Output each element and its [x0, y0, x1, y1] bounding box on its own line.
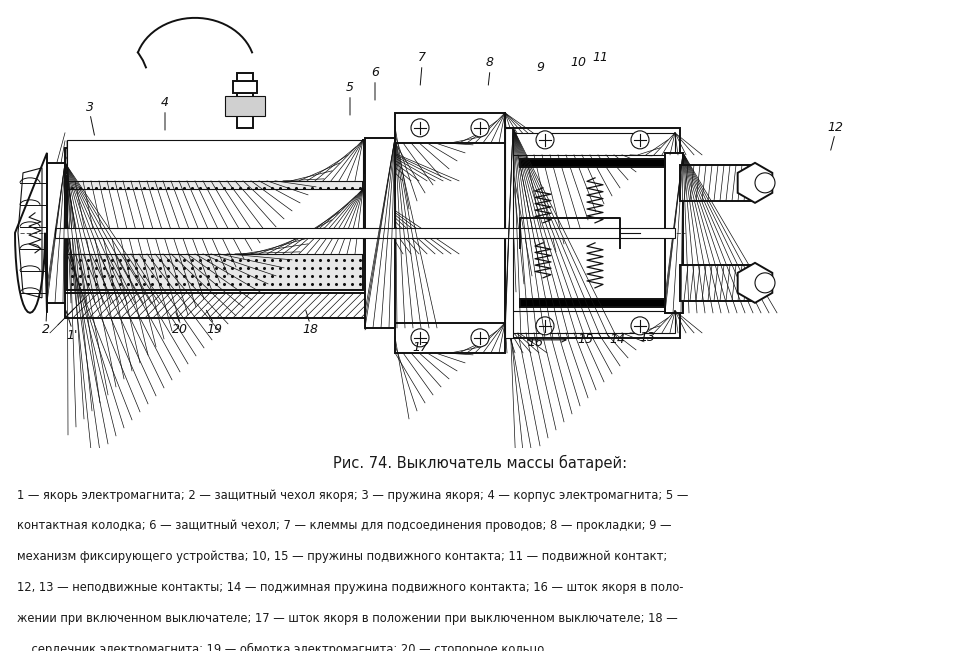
- Text: 14: 14: [609, 333, 625, 346]
- Circle shape: [471, 119, 489, 137]
- Bar: [47, 163, 65, 303]
- Bar: [237, 73, 253, 81]
- Bar: [395, 113, 505, 143]
- Bar: [233, 81, 257, 93]
- Bar: [67, 189, 363, 254]
- Text: 19: 19: [206, 324, 222, 337]
- Text: 7: 7: [418, 51, 426, 64]
- Text: 2: 2: [42, 324, 50, 337]
- Bar: [665, 153, 683, 313]
- Circle shape: [631, 317, 649, 335]
- Bar: [55, 228, 675, 238]
- Text: 11: 11: [592, 51, 608, 64]
- Text: 5: 5: [346, 81, 354, 94]
- Polygon shape: [737, 263, 773, 303]
- Text: 10: 10: [570, 57, 586, 70]
- Text: 12, 13 — неподвижные контакты; 14 — поджимная пружина подвижного контакта; 16 — : 12, 13 — неподвижные контакты; 14 — подж…: [17, 581, 684, 594]
- Text: 3: 3: [86, 102, 94, 115]
- Text: контактная колодка; 6 — защитный чехол; 7 — клеммы для подсоединения проводов; 8: контактная колодка; 6 — защитный чехол; …: [17, 519, 672, 533]
- Text: 6: 6: [371, 66, 379, 79]
- Circle shape: [536, 131, 554, 149]
- Text: 2±0,5мм: 2±0,5мм: [523, 322, 571, 332]
- Bar: [510, 133, 675, 155]
- Bar: [237, 93, 253, 128]
- Text: Рис. 74. Выключатель массы батарей:: Рис. 74. Выключатель массы батарей:: [333, 455, 627, 471]
- Circle shape: [411, 119, 429, 137]
- Bar: [67, 140, 363, 181]
- Text: 9: 9: [536, 61, 544, 74]
- Circle shape: [471, 329, 489, 347]
- Text: 1 — якорь электромагнита; 2 — защитный чехол якоря; 3 — пружина якоря; 4 — корпу: 1 — якорь электромагнита; 2 — защитный ч…: [17, 488, 688, 501]
- Text: 20: 20: [172, 324, 188, 337]
- Bar: [510, 311, 675, 333]
- Bar: [67, 176, 363, 290]
- Bar: [65, 293, 365, 318]
- Bar: [365, 138, 395, 328]
- Text: 13: 13: [639, 331, 655, 344]
- Circle shape: [755, 173, 775, 193]
- Bar: [225, 96, 265, 116]
- Text: 4: 4: [161, 96, 169, 109]
- Bar: [395, 323, 505, 353]
- Bar: [680, 265, 755, 301]
- Text: 15: 15: [577, 333, 593, 346]
- Circle shape: [536, 317, 554, 335]
- Bar: [65, 148, 365, 173]
- Text: 1': 1': [66, 329, 78, 342]
- Text: 18: 18: [302, 324, 318, 337]
- Text: 16: 16: [527, 337, 543, 350]
- Polygon shape: [737, 163, 773, 203]
- Bar: [505, 128, 680, 338]
- Text: 17: 17: [412, 341, 428, 354]
- Bar: [520, 299, 665, 307]
- Text: сердечник электромагнита; 19 — обмотка электромагнита; 20 — стопорное кольцо: сердечник электромагнита; 19 — обмотка э…: [17, 643, 544, 651]
- Circle shape: [631, 131, 649, 149]
- Text: 12: 12: [827, 121, 843, 134]
- Text: механизм фиксирующего устройства; 10, 15 — пружины подвижного контакта; 11 — под: механизм фиксирующего устройства; 10, 15…: [17, 550, 667, 563]
- Bar: [505, 128, 513, 338]
- Text: 8: 8: [486, 57, 494, 70]
- Circle shape: [411, 329, 429, 347]
- Circle shape: [755, 273, 775, 293]
- Text: жении при включенном выключателе; 17 — шток якоря в положении при выключенном вы: жении при включенном выключателе; 17 — ш…: [17, 612, 678, 625]
- Bar: [520, 159, 665, 167]
- Bar: [680, 165, 755, 201]
